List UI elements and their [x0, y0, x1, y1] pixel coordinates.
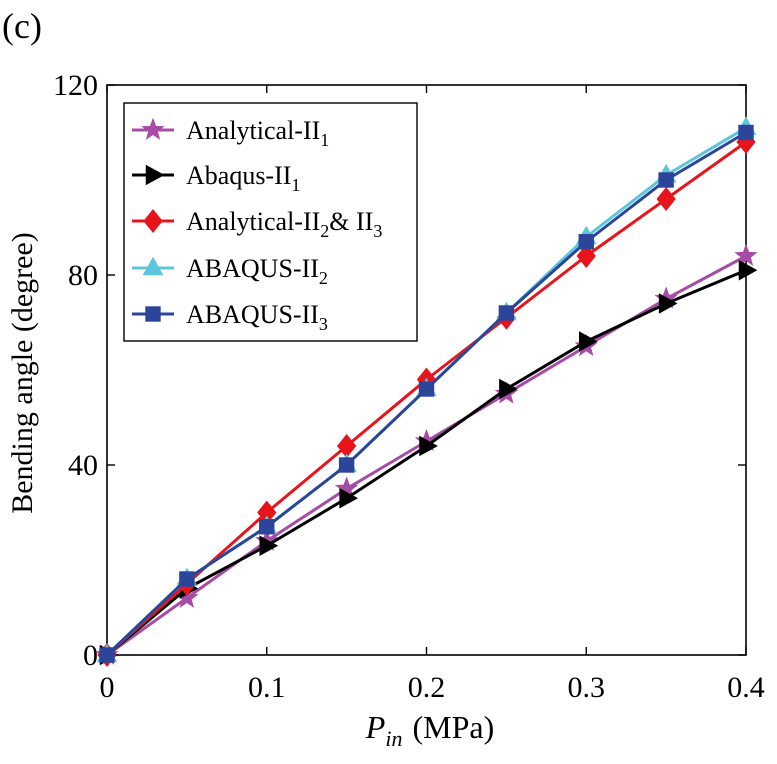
series-5-point — [338, 457, 355, 473]
legend-marker — [143, 208, 163, 234]
legend-label: ABAQUS-II3 — [186, 300, 328, 334]
series-2-point — [419, 435, 438, 457]
series-5-point — [99, 647, 115, 663]
legend-entry-1: Analytical-II1 — [132, 116, 329, 150]
y-axis-label: Bending angle (degree) — [6, 232, 39, 514]
legend: Analytical-II1 Abaqus-II1 Analytical-II2& … — [123, 102, 418, 342]
series-3-point — [656, 186, 676, 212]
legend-entry-2: Abaqus-II1 — [132, 161, 300, 195]
legend-label: Analytical-II2& II3 — [186, 207, 382, 241]
series-5-point — [179, 571, 195, 587]
legend-entry-3: Analytical-II2& II3 — [132, 207, 382, 241]
x-tick-label: 0 — [100, 671, 115, 704]
x-tick-label: 0.2 — [408, 671, 446, 704]
series-layer — [95, 116, 758, 668]
series-2-point — [738, 259, 758, 281]
panel-label: (c) — [2, 6, 42, 46]
legend-marker — [145, 164, 165, 186]
series-5-point — [738, 124, 754, 141]
series-5-point — [418, 381, 435, 397]
legend-entry-5: ABAQUS-II3 — [132, 300, 328, 334]
series-2-point — [579, 331, 598, 352]
x-tick-label: 0.1 — [248, 671, 286, 704]
legend-label: ABAQUS-II2 — [186, 254, 328, 288]
y-tick-label: 120 — [53, 69, 98, 102]
series-5-point — [498, 305, 515, 321]
y-tick-label: 40 — [68, 449, 98, 482]
series-2-point — [259, 535, 279, 557]
series-2-point — [658, 293, 678, 314]
y-tick-label: 80 — [68, 259, 98, 292]
series-5-point — [259, 519, 275, 535]
series-5 — [99, 124, 754, 663]
legend-marker — [142, 256, 164, 276]
legend-marker — [145, 306, 161, 322]
series-2-point — [499, 378, 518, 400]
x-tick-label: 0.3 — [568, 671, 606, 704]
x-tick-label: 0.4 — [727, 671, 765, 704]
series-1-point — [734, 243, 758, 266]
x-axis-label: Pin (MPa) — [365, 709, 494, 751]
legend-label: Analytical-II1 — [186, 116, 329, 150]
series-5-point — [578, 234, 594, 250]
y-tick-label: 0 — [83, 639, 98, 672]
legend-label: Abaqus-II1 — [186, 161, 300, 195]
series-5-point — [658, 172, 674, 188]
tick-labels: 0 0.1 0.2 0.3 0.4 0 40 80 120 — [53, 69, 765, 704]
legend-entry-4: ABAQUS-II2 — [132, 254, 328, 288]
series-2-point — [339, 487, 359, 509]
legend-marker — [141, 117, 165, 140]
series-3-point — [576, 243, 596, 269]
